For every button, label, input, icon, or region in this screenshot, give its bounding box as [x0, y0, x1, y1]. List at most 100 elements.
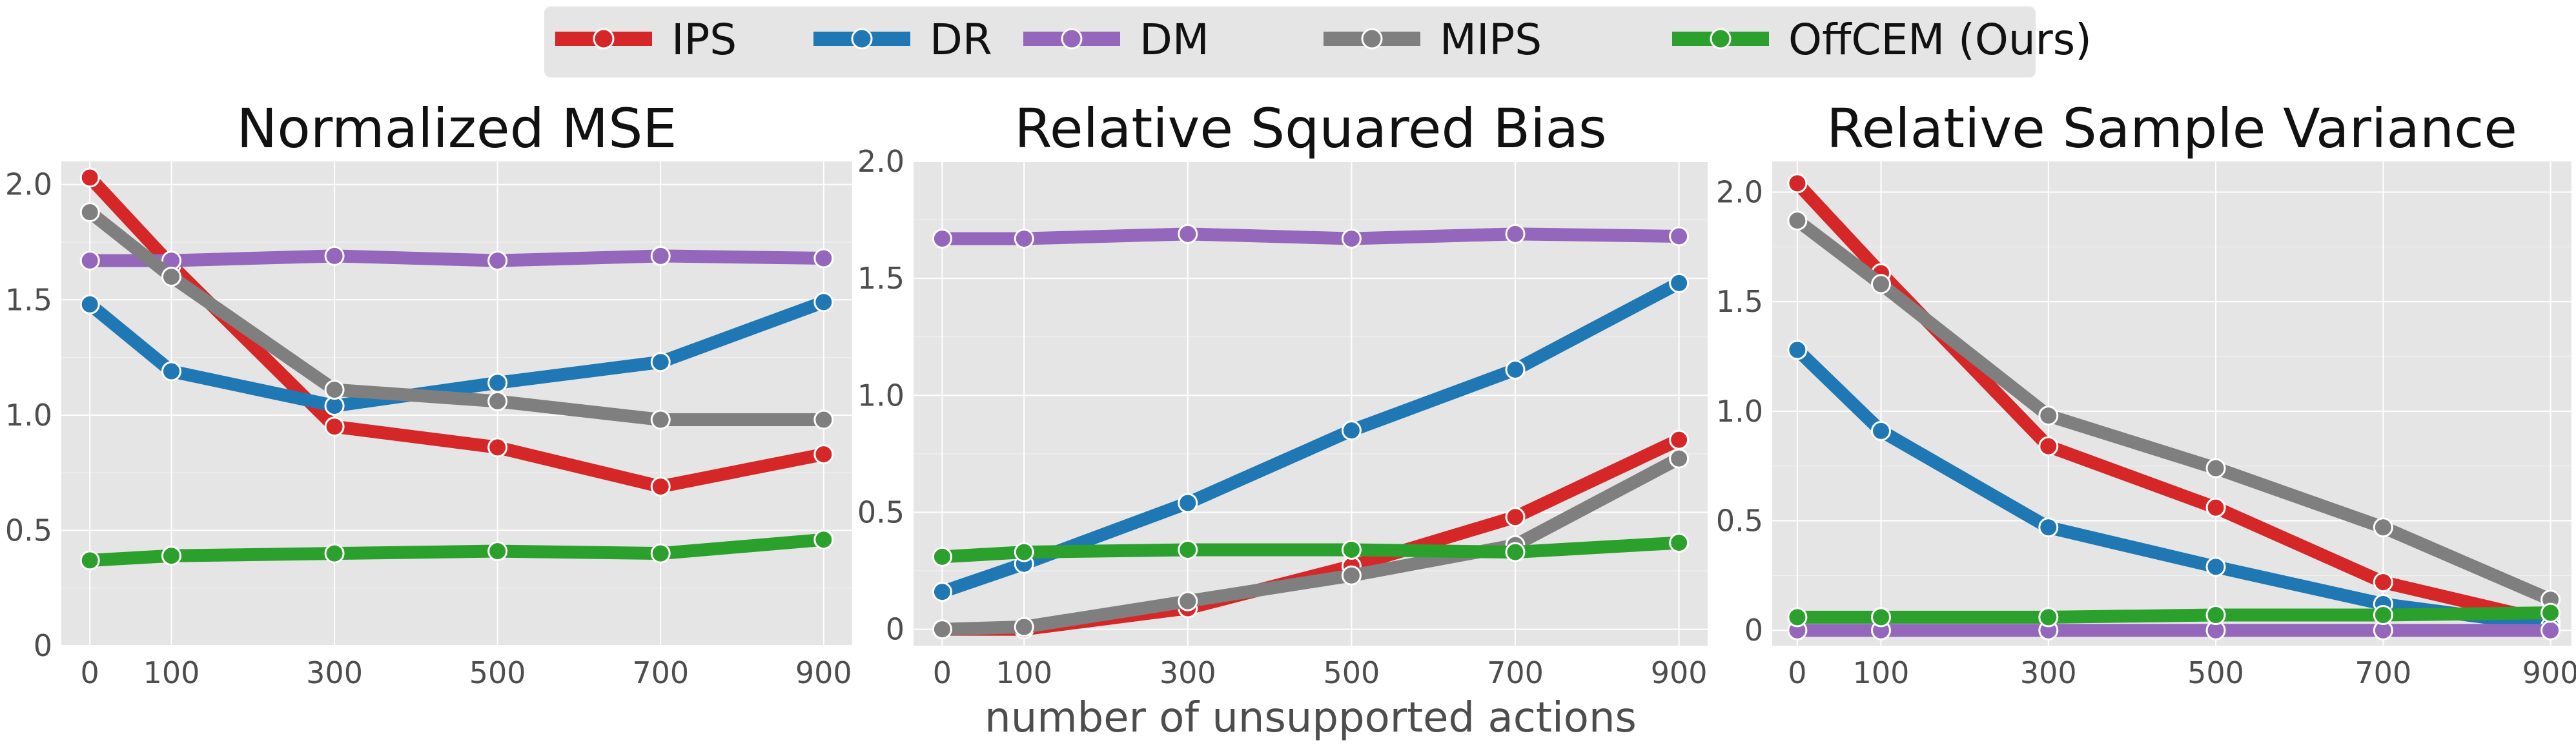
data-point — [1341, 229, 1362, 249]
panel-title: Relative Sample Variance — [1826, 97, 2517, 160]
data-point — [1669, 448, 1690, 469]
legend-label: IPS — [671, 15, 737, 65]
y-tick-label: 0.5 — [5, 513, 52, 548]
legend-label: DM — [1140, 15, 1209, 65]
y-tick-label: 1.5 — [1716, 284, 1763, 319]
data-point — [1178, 223, 1198, 244]
series-dr — [932, 272, 1690, 602]
data-point — [161, 546, 181, 566]
y-tick-label: 1.5 — [5, 282, 52, 317]
chart-panel: Relative Sample Variance 0 0.5 1.0 1.5 2.0 0 10… — [1716, 97, 2576, 690]
legend-marker — [1361, 28, 1383, 50]
legend-marker — [1061, 28, 1083, 50]
y-tick-label: 2.0 — [5, 167, 52, 202]
x-tick-label: 100 — [996, 655, 1052, 690]
legend: IPS DR DM MIPS OffCEM (Ours) — [544, 6, 2092, 77]
x-tick-label: 900 — [795, 655, 852, 690]
y-tick-label: 0.5 — [1716, 504, 1763, 539]
data-point — [1505, 507, 1526, 528]
x-tick-label: 900 — [2522, 655, 2576, 690]
x-tick-label: 300 — [306, 655, 363, 690]
data-point — [932, 619, 952, 640]
x-tick-label: 900 — [1651, 655, 1708, 690]
legend-label: OffCEM (Ours) — [1788, 15, 2092, 65]
data-point — [1505, 542, 1526, 562]
y-tick-label: 1.5 — [857, 261, 905, 296]
data-point — [1178, 493, 1198, 513]
y-tick-label: 0 — [1744, 613, 1763, 648]
data-point — [2373, 604, 2393, 625]
data-point — [2205, 604, 2226, 625]
series-line — [1793, 215, 2553, 606]
y-tick-label: 0 — [34, 628, 52, 663]
x-tick-label: 700 — [1487, 655, 1544, 690]
legend-entry: DR — [813, 15, 992, 65]
series-line — [85, 173, 825, 493]
series-dm — [932, 223, 1690, 249]
legend-marker — [593, 28, 615, 50]
data-point — [79, 550, 100, 571]
data-point — [161, 267, 181, 287]
data-point — [650, 245, 671, 266]
y-tick-label: 2.0 — [857, 144, 905, 179]
series-mips — [79, 202, 834, 430]
data-point — [1505, 359, 1526, 380]
data-point — [487, 541, 508, 562]
data-point — [813, 248, 834, 269]
data-point — [2038, 607, 2059, 628]
data-point — [932, 229, 952, 249]
series-dm — [1787, 620, 2561, 641]
chart-panel: Relative Squared Bias 0 0.5 1.0 1.5 2.0 0 100 30… — [857, 97, 1708, 690]
data-point — [1787, 607, 1808, 628]
data-point — [650, 543, 671, 564]
data-point — [1871, 274, 1892, 294]
legend-entry: IPS — [555, 15, 737, 65]
series-mips — [932, 448, 1690, 640]
x-tick-label: 100 — [143, 655, 200, 690]
x-tick-label: 300 — [2020, 655, 2077, 690]
data-point — [324, 416, 345, 437]
y-tick-label: 1.0 — [857, 378, 905, 413]
x-axis-label: number of unsupported actions — [985, 694, 1637, 742]
data-point — [2205, 458, 2226, 478]
data-point — [1014, 617, 1034, 637]
data-point — [324, 245, 345, 266]
data-point — [650, 477, 671, 497]
data-point — [1178, 539, 1198, 560]
series-line — [942, 227, 1679, 245]
data-point — [2373, 572, 2393, 593]
data-point — [1341, 539, 1362, 560]
series-line — [90, 249, 824, 267]
data-point — [2540, 602, 2561, 623]
data-point — [1787, 340, 1808, 360]
data-point — [1014, 229, 1034, 249]
legend-entry: OffCEM (Ours) — [1672, 15, 2092, 65]
series-offcem-ours — [932, 533, 1690, 567]
data-point — [324, 543, 345, 564]
data-point — [1669, 533, 1690, 553]
panel-title: Relative Squared Bias — [1014, 97, 1606, 160]
x-tick-label: 700 — [2355, 655, 2411, 690]
series-line — [1792, 345, 2551, 633]
series-line — [940, 277, 1682, 599]
data-point — [1341, 565, 1362, 586]
series-offcem-ours — [1787, 602, 2561, 628]
y-tick-label: 0 — [886, 612, 905, 647]
data-point — [1341, 420, 1362, 441]
data-point — [932, 546, 952, 567]
series-offcem-ours — [79, 529, 834, 571]
data-point — [650, 409, 671, 430]
x-tick-label: 700 — [632, 655, 689, 690]
data-point — [1505, 223, 1526, 244]
series-line — [942, 453, 1682, 636]
data-point — [2038, 405, 2059, 426]
legend-label: DR — [930, 15, 992, 65]
y-tick-label: 2.0 — [1716, 175, 1763, 210]
series-line — [1792, 179, 2552, 628]
data-point — [2038, 517, 2059, 538]
legend-box — [544, 6, 2036, 77]
data-point — [79, 167, 100, 188]
series-line — [941, 536, 1680, 564]
x-tick-label: 100 — [1853, 655, 1910, 690]
